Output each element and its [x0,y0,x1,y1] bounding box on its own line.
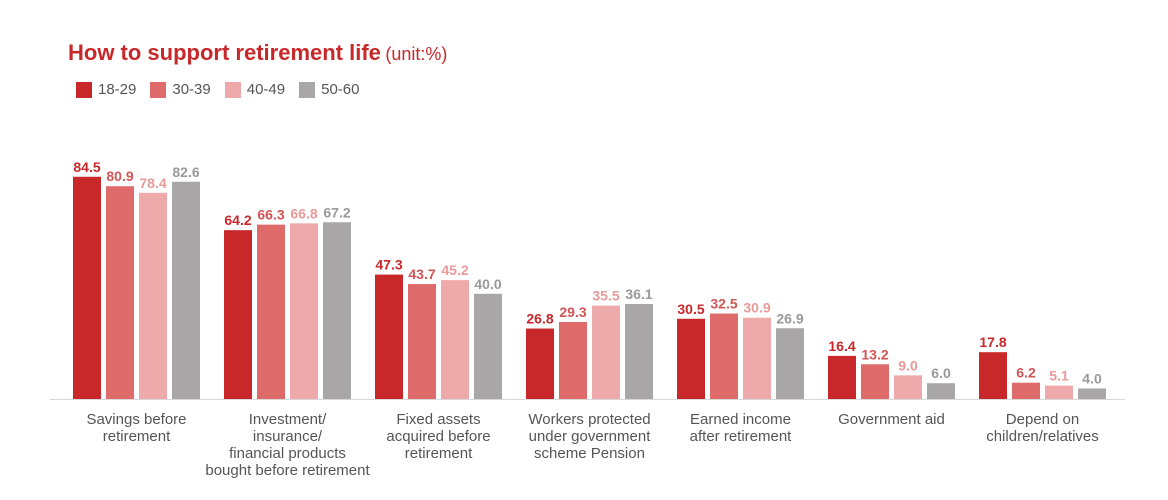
data-label: 43.7 [408,266,435,282]
legend-label: 40-49 [246,81,286,98]
bar-40-49-5 [894,375,922,399]
x-tick-label: financial products [229,445,346,462]
bar-40-49-2 [441,280,469,399]
data-label: 66.8 [290,205,317,221]
data-label: 6.0 [931,365,951,381]
legend-label: 50-60 [321,81,360,98]
bar-18-29-3 [526,328,554,399]
x-tick-label: insurance/ [253,428,323,445]
bar-50-60-5 [927,383,955,399]
bar-18-29-4 [677,318,705,399]
x-tick-label: under government [529,428,652,445]
data-label: 47.3 [375,257,402,273]
x-tick-label: retirement [103,428,171,445]
bar-30-39-6 [1012,382,1040,399]
data-label: 16.4 [828,338,855,354]
x-tick-label: after retirement [690,428,793,445]
data-label: 40.0 [474,276,501,292]
bar-30-39-0 [106,186,134,399]
data-label: 9.0 [898,357,918,373]
data-label: 36.1 [625,286,652,302]
data-label: 35.5 [592,288,619,304]
data-label: 45.2 [441,262,468,278]
bar-50-60-2 [474,293,502,399]
chart-title: How to support retirement life (unit:%) [68,40,447,66]
bar-40-49-1 [290,223,318,399]
bar-18-29-2 [375,274,403,399]
x-tick-label: Depend on [1006,411,1079,428]
x-tick-label: bought before retirement [205,462,370,479]
bar-30-39-1 [257,224,285,399]
bar-50-60-3 [625,304,653,399]
x-tick-label: Savings before [86,411,186,428]
data-label: 4.0 [1082,370,1102,386]
legend-item-40-49: 40-49 [224,81,286,98]
x-tick-label: Fixed assets [396,411,480,428]
legend-item-50-60: 50-60 [299,81,360,98]
data-label: 82.6 [172,164,199,180]
data-label: 66.3 [257,207,284,223]
legend-label: 18-29 [98,81,137,98]
bar-50-60-4 [776,328,804,399]
x-tick-label: Government aid [838,411,945,428]
bar-18-29-6 [979,352,1007,399]
bar-18-29-0 [73,176,101,399]
data-label: 6.2 [1016,365,1036,381]
bar-40-49-0 [139,192,167,399]
bar-40-49-6 [1045,385,1073,399]
data-label: 30.9 [743,300,770,316]
data-label: 26.9 [776,310,803,326]
data-label: 13.2 [861,346,888,362]
bar-18-29-5 [828,355,856,399]
x-tick-label: Investment/ [249,411,327,428]
x-tick-label: Earned income [690,411,791,428]
bar-30-39-4 [710,313,738,399]
bar-50-60-1 [323,222,351,399]
bar-40-49-4 [743,317,771,399]
data-label: 32.5 [710,296,737,312]
data-label: 30.5 [677,301,704,317]
x-tick-label: children/relatives [986,428,1099,445]
x-tick-label: Workers protected [528,411,650,428]
data-label: 84.5 [73,159,100,175]
data-label: 17.8 [979,334,1006,350]
bar-50-60-6 [1078,388,1106,399]
data-label: 26.8 [526,311,553,327]
legend: 18-29 30-39 40-49 50-60 [76,81,360,98]
bar-30-39-2 [408,284,436,399]
data-label: 5.1 [1049,368,1069,384]
data-label: 29.3 [559,304,586,320]
bar-30-39-5 [861,364,889,399]
bar-50-60-0 [172,181,200,399]
bar-30-39-3 [559,321,587,399]
data-label: 78.4 [139,175,166,191]
data-label: 67.2 [323,204,350,220]
legend-swatch [224,81,241,98]
x-tick-label: acquired before [386,428,490,445]
x-tick-label: retirement [405,445,473,462]
legend-swatch [76,81,92,98]
chart-unit: (unit:%) [385,44,448,64]
x-tick-label: scheme Pension [534,445,645,462]
data-label: 80.9 [106,168,133,184]
data-label: 64.2 [224,212,251,228]
legend-swatch [299,81,316,98]
chart-title-text: How to support retirement life [68,40,381,65]
bar-18-29-1 [224,230,252,399]
legend-label: 30-39 [172,81,211,98]
legend-item-18-29: 18-29 [76,81,136,98]
bar-40-49-3 [592,305,620,399]
legend-swatch [150,81,167,98]
legend-item-30-39: 30-39 [150,81,211,98]
